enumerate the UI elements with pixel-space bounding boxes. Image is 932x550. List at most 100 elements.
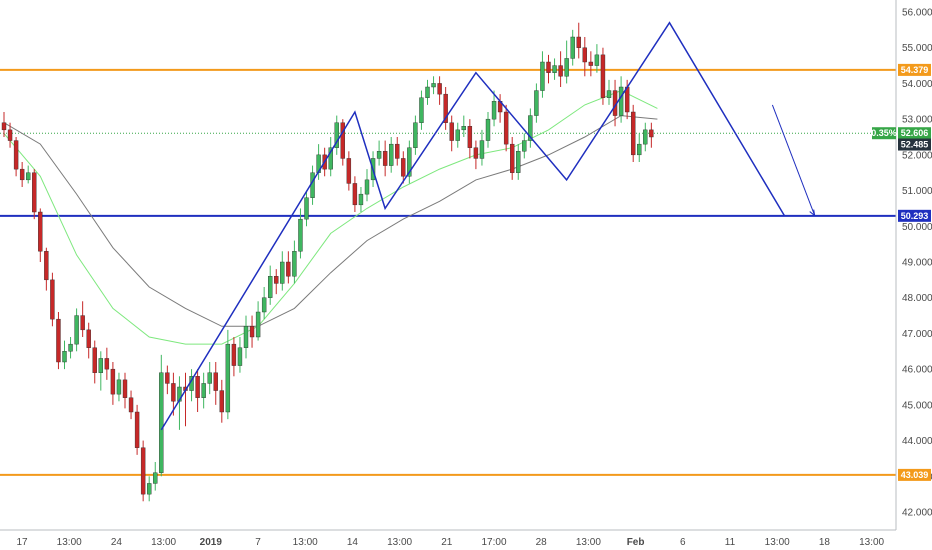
candle[interactable] xyxy=(413,115,418,155)
candle[interactable] xyxy=(510,137,515,180)
candle[interactable] xyxy=(195,369,200,412)
candle[interactable] xyxy=(7,122,13,148)
candle[interactable] xyxy=(552,58,557,80)
candle[interactable] xyxy=(631,104,636,162)
time-axis-background[interactable] xyxy=(0,530,932,550)
candle[interactable] xyxy=(358,187,364,212)
candle[interactable] xyxy=(50,272,55,327)
candle[interactable] xyxy=(443,87,448,130)
candle[interactable] xyxy=(134,404,140,455)
candle[interactable] xyxy=(13,137,19,177)
candle[interactable] xyxy=(570,29,575,66)
candle[interactable] xyxy=(649,122,654,148)
candle[interactable] xyxy=(618,76,624,123)
candle[interactable] xyxy=(19,162,25,187)
candle[interactable] xyxy=(576,22,581,59)
candle[interactable] xyxy=(431,76,436,95)
candle[interactable] xyxy=(237,337,243,373)
candle[interactable] xyxy=(213,362,218,405)
candle[interactable] xyxy=(346,151,352,191)
candle[interactable] xyxy=(564,40,569,84)
candle[interactable] xyxy=(558,51,563,87)
price-axis-background[interactable] xyxy=(896,0,932,550)
candle[interactable] xyxy=(56,312,61,370)
candle[interactable] xyxy=(389,137,394,173)
candle[interactable] xyxy=(219,379,225,423)
candle[interactable] xyxy=(243,315,249,359)
candle[interactable] xyxy=(274,269,279,295)
projection-arrow-line[interactable] xyxy=(771,104,816,216)
candle[interactable] xyxy=(286,251,291,284)
candle[interactable] xyxy=(44,247,49,291)
candle[interactable] xyxy=(334,115,339,155)
candle[interactable] xyxy=(231,337,237,377)
candle[interactable] xyxy=(32,169,37,220)
pattern-drawing-layer[interactable] xyxy=(160,21,816,431)
candle[interactable] xyxy=(116,372,122,402)
candle[interactable] xyxy=(479,129,485,166)
candle[interactable] xyxy=(643,122,648,152)
candle[interactable] xyxy=(382,140,388,177)
candle[interactable] xyxy=(637,133,642,162)
candle[interactable] xyxy=(207,362,212,395)
candle[interactable] xyxy=(594,44,600,73)
candle[interactable] xyxy=(582,37,587,77)
candle[interactable] xyxy=(292,240,297,284)
candle[interactable] xyxy=(249,315,255,348)
candle[interactable] xyxy=(376,140,382,166)
candle[interactable] xyxy=(546,54,551,84)
zigzag-pattern-line[interactable] xyxy=(160,21,786,431)
candle[interactable] xyxy=(606,79,612,105)
candle[interactable] xyxy=(146,476,152,502)
candle[interactable] xyxy=(225,329,231,420)
horizontal-levels-layer[interactable] xyxy=(0,68,896,476)
candle[interactable] xyxy=(128,390,134,420)
candle[interactable] xyxy=(122,372,128,409)
candle[interactable] xyxy=(407,140,412,184)
candle[interactable] xyxy=(328,137,333,177)
candle[interactable] xyxy=(503,104,509,152)
candle[interactable] xyxy=(26,165,31,184)
candle[interactable] xyxy=(165,365,170,395)
candle[interactable] xyxy=(419,90,424,130)
candle[interactable] xyxy=(461,115,466,137)
candle[interactable] xyxy=(104,347,110,380)
candle[interactable] xyxy=(491,90,497,127)
candle[interactable] xyxy=(159,354,164,477)
candle[interactable] xyxy=(600,47,606,105)
candle[interactable] xyxy=(80,301,85,337)
candle[interactable] xyxy=(74,308,79,352)
candle[interactable] xyxy=(153,462,158,491)
candle[interactable] xyxy=(340,119,345,166)
candle[interactable] xyxy=(68,337,73,359)
candle[interactable] xyxy=(395,137,400,166)
candle[interactable] xyxy=(98,351,104,391)
candle[interactable] xyxy=(534,83,539,123)
candle[interactable] xyxy=(268,265,273,305)
candle[interactable] xyxy=(401,151,406,184)
candle[interactable] xyxy=(1,112,7,137)
candle[interactable] xyxy=(425,79,430,105)
candle[interactable] xyxy=(38,208,43,262)
candle[interactable] xyxy=(473,140,479,170)
candle[interactable] xyxy=(140,440,146,502)
candle[interactable] xyxy=(280,251,285,291)
candle[interactable] xyxy=(455,122,460,148)
candle[interactable] xyxy=(437,76,442,105)
candle[interactable] xyxy=(352,176,358,212)
candle[interactable] xyxy=(516,144,521,180)
candle[interactable] xyxy=(171,372,176,416)
candle[interactable] xyxy=(449,115,454,152)
candle[interactable] xyxy=(255,301,261,341)
candle[interactable] xyxy=(62,340,67,370)
candle[interactable] xyxy=(467,119,473,159)
candle[interactable] xyxy=(540,51,545,98)
candle[interactable] xyxy=(485,112,491,148)
candle[interactable] xyxy=(110,362,116,405)
candle[interactable] xyxy=(528,108,533,148)
candle[interactable] xyxy=(92,340,97,384)
candle[interactable] xyxy=(304,190,309,227)
candle[interactable] xyxy=(522,133,527,159)
candle[interactable] xyxy=(261,287,267,320)
